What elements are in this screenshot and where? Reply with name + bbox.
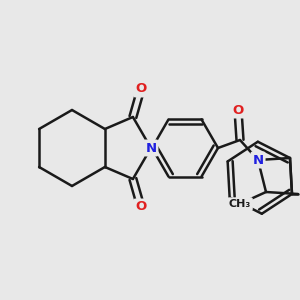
Text: CH₃: CH₃ (229, 199, 251, 209)
Text: O: O (232, 103, 244, 116)
Text: O: O (135, 200, 146, 214)
Text: O: O (135, 82, 146, 95)
Text: N: N (252, 154, 264, 166)
Text: N: N (145, 142, 157, 154)
